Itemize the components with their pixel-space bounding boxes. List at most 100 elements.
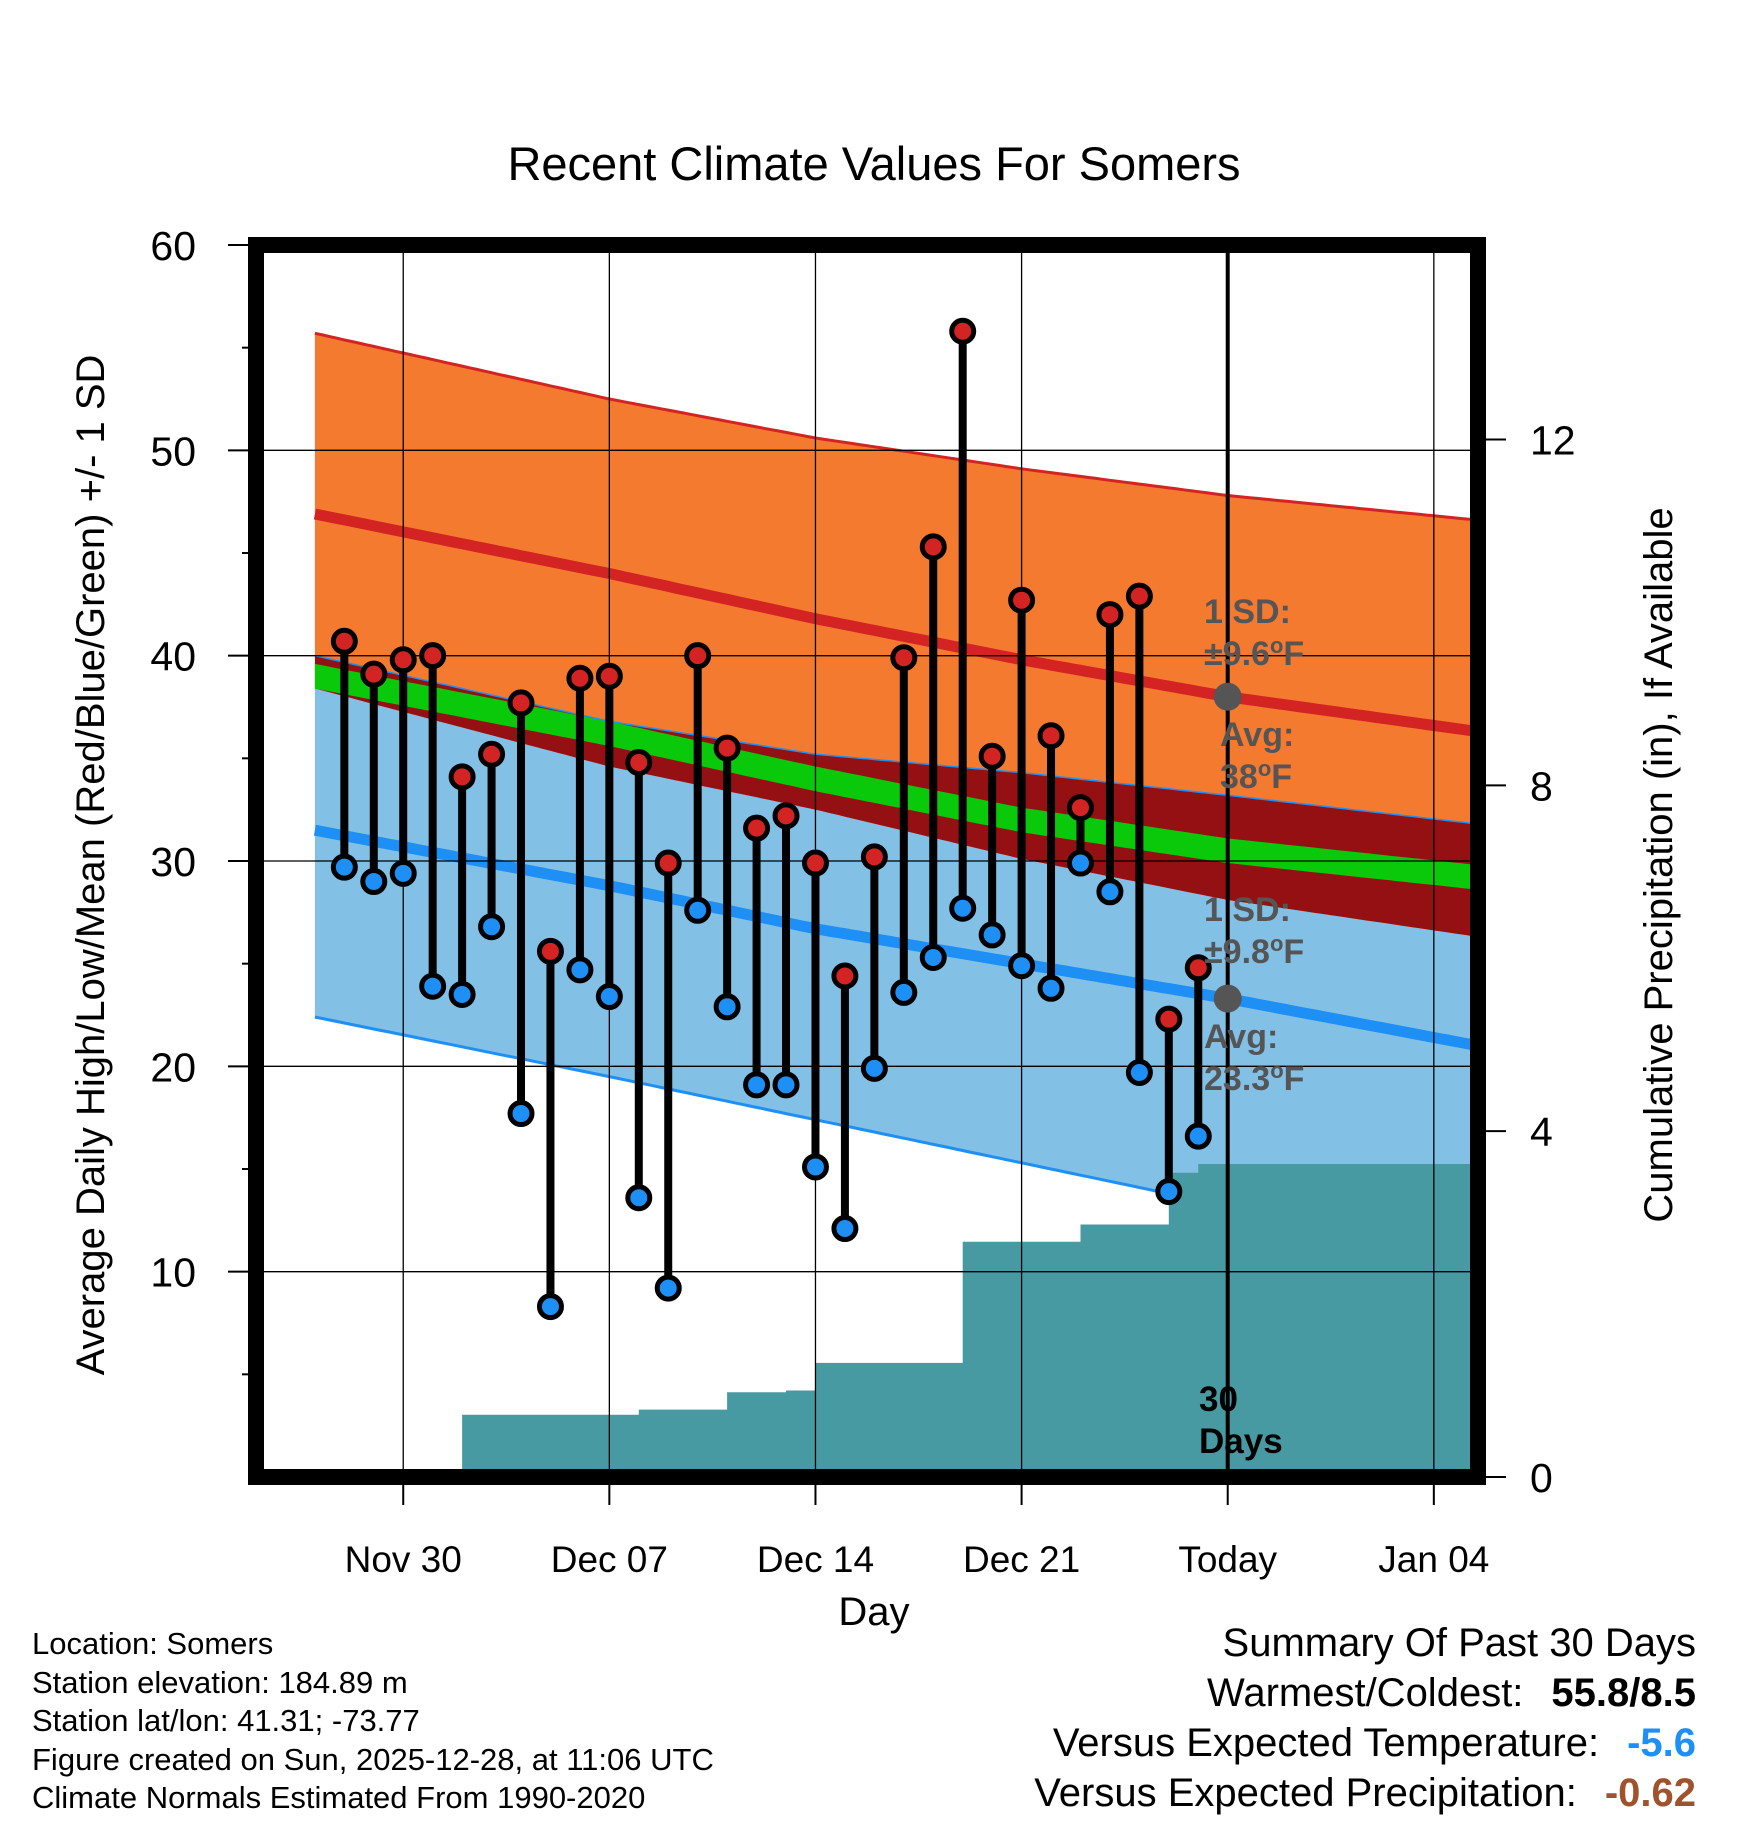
summary-temp-row: Versus Expected Temperature: -5.6 bbox=[1034, 1718, 1696, 1768]
low-temp-point bbox=[419, 972, 447, 1000]
precip-value: -0.62 bbox=[1604, 1771, 1696, 1815]
y-tick-label: 10 bbox=[150, 1250, 196, 1296]
latlon-text: Station lat/lon: 41.31; -73.77 bbox=[32, 1703, 420, 1738]
x-tick-label: Dec 14 bbox=[757, 1539, 874, 1580]
high-temp-point bbox=[831, 962, 859, 990]
high-temp-point bbox=[919, 533, 947, 561]
high-temp-point bbox=[860, 843, 888, 871]
low-temp-point bbox=[566, 956, 594, 984]
avg-high-marker bbox=[1213, 682, 1242, 711]
low-temp-point bbox=[890, 978, 918, 1006]
precip-label: Versus Expected Precipitation: bbox=[1034, 1771, 1577, 1815]
summary-warmest-row: Warmest/Coldest: 55.8/8.5 bbox=[1034, 1668, 1696, 1718]
low-avg-label-2-deg: o bbox=[1270, 1058, 1283, 1083]
high-temp-point bbox=[448, 763, 476, 791]
y-axis-label-left: Average Daily High/Low/Mean (Red/Blue/Gr… bbox=[69, 355, 113, 1376]
elevation-text: Station elevation: 184.89 m bbox=[32, 1664, 408, 1700]
low-sd-label-1-text: 1 SD: bbox=[1204, 891, 1291, 929]
x-tick-label: Today bbox=[1178, 1539, 1277, 1580]
y-tick-label: 60 bbox=[150, 223, 196, 269]
precip-area bbox=[432, 1164, 1478, 1477]
high-avg-label-2-deg: o bbox=[1258, 756, 1271, 781]
low-sd-label-1: 1 SD: bbox=[1204, 891, 1291, 929]
high-temp-point bbox=[419, 642, 447, 670]
low-temp-point bbox=[1037, 974, 1065, 1002]
high-avg-label-2: 38oF bbox=[1220, 756, 1292, 797]
x-tick-label: Nov 30 bbox=[345, 1539, 462, 1580]
low-temp-point bbox=[1096, 878, 1124, 906]
high-temp-point bbox=[1008, 586, 1036, 614]
low-temp-point bbox=[595, 983, 623, 1011]
high-temp-point bbox=[801, 849, 829, 877]
high-temp-point bbox=[654, 849, 682, 877]
low-temp-point bbox=[978, 921, 1006, 949]
high-temp-point bbox=[890, 644, 918, 672]
low-temp-point bbox=[507, 1100, 535, 1128]
low-avg-label-1-text: Avg: bbox=[1204, 1018, 1278, 1056]
x-axis-label: Day bbox=[838, 1590, 909, 1634]
low-temp-point bbox=[772, 1071, 800, 1099]
x-tick-label: Dec 07 bbox=[551, 1539, 668, 1580]
mean-band bbox=[314, 663, 1478, 890]
low-temp-point bbox=[360, 868, 388, 896]
high-temp-point bbox=[595, 662, 623, 690]
warmest-label: Warmest/Coldest: bbox=[1207, 1671, 1524, 1715]
low-temp-point bbox=[389, 859, 417, 887]
low-temp-point bbox=[860, 1054, 888, 1082]
high-temp-point bbox=[1066, 794, 1094, 822]
high-sd-label-2-unit: F bbox=[1283, 635, 1304, 673]
high-sd-label-1-text: 1 SD: bbox=[1204, 593, 1291, 631]
high-temp-point bbox=[507, 689, 535, 717]
high-sd-label-2: ±9.6oF bbox=[1204, 633, 1304, 674]
high-sd-label-1: 1 SD: bbox=[1204, 593, 1291, 631]
low-avg-label-2-unit: F bbox=[1284, 1060, 1305, 1098]
low-temp-point bbox=[1125, 1058, 1153, 1086]
summary-panel: Summary Of Past 30 Days Warmest/Coldest:… bbox=[1034, 1618, 1696, 1818]
high-temp-point bbox=[389, 646, 417, 674]
low-temp-point bbox=[713, 993, 741, 1021]
high-temp-point bbox=[949, 317, 977, 345]
low-sd-label-2-text: ±9.8 bbox=[1204, 933, 1270, 971]
low-temp-point bbox=[1008, 952, 1036, 980]
low-temp-point bbox=[330, 853, 358, 881]
low-sd-label-2: ±9.8oF bbox=[1204, 931, 1304, 972]
high-avg-label-2-text: 38 bbox=[1220, 758, 1258, 796]
temp-label: Versus Expected Temperature: bbox=[1052, 1721, 1600, 1765]
low-temp-point bbox=[919, 944, 947, 972]
days-label-1: 30 bbox=[1199, 1380, 1238, 1419]
avg-low-marker bbox=[1213, 984, 1242, 1013]
station-info: Location: Somers Station elevation: 184.… bbox=[32, 1625, 714, 1818]
summary-heading: Summary Of Past 30 Days bbox=[1222, 1621, 1696, 1665]
high-sd-label-2-deg: o bbox=[1270, 633, 1283, 658]
high-temp-point bbox=[1125, 582, 1153, 610]
normals-text: Climate Normals Estimated From 1990-2020 bbox=[32, 1780, 646, 1815]
high-temp-point bbox=[536, 937, 564, 965]
location-text: Location: Somers bbox=[32, 1626, 274, 1661]
high-temp-point bbox=[360, 660, 388, 688]
x-tick-label: Dec 21 bbox=[963, 1539, 1080, 1580]
high-temp-point bbox=[713, 734, 741, 762]
low-sd-label-2-deg: o bbox=[1270, 931, 1283, 956]
y2-tick-label: 8 bbox=[1530, 763, 1553, 809]
high-temp-point bbox=[743, 814, 771, 842]
low-sd-label-2-unit: F bbox=[1283, 933, 1304, 971]
low-temp-point bbox=[949, 894, 977, 922]
y-axis-label-right: Cumulative Precipitation (in), If Availa… bbox=[1637, 507, 1681, 1222]
y-tick-label: 40 bbox=[150, 634, 196, 680]
y-tick-label: 20 bbox=[150, 1044, 196, 1090]
high-temp-point bbox=[1155, 1005, 1183, 1033]
normal-high-line bbox=[313, 508, 1478, 738]
low-temp-point bbox=[536, 1293, 564, 1321]
y-tick-label: 30 bbox=[150, 839, 196, 885]
x-tick-label: Jan 04 bbox=[1378, 1539, 1489, 1580]
y2-tick-label: 4 bbox=[1530, 1109, 1553, 1155]
created-text: Figure created on Sun, 2025-12-28, at 11… bbox=[32, 1741, 714, 1777]
low-temp-point bbox=[654, 1274, 682, 1302]
high-temp-point bbox=[1096, 601, 1124, 629]
high-avg-label-1: Avg: bbox=[1220, 716, 1294, 754]
low-avg-label-2: 23.3oF bbox=[1204, 1058, 1304, 1099]
warmest-value: 55.8/8.5 bbox=[1551, 1671, 1696, 1715]
high-temp-point bbox=[1184, 954, 1212, 982]
